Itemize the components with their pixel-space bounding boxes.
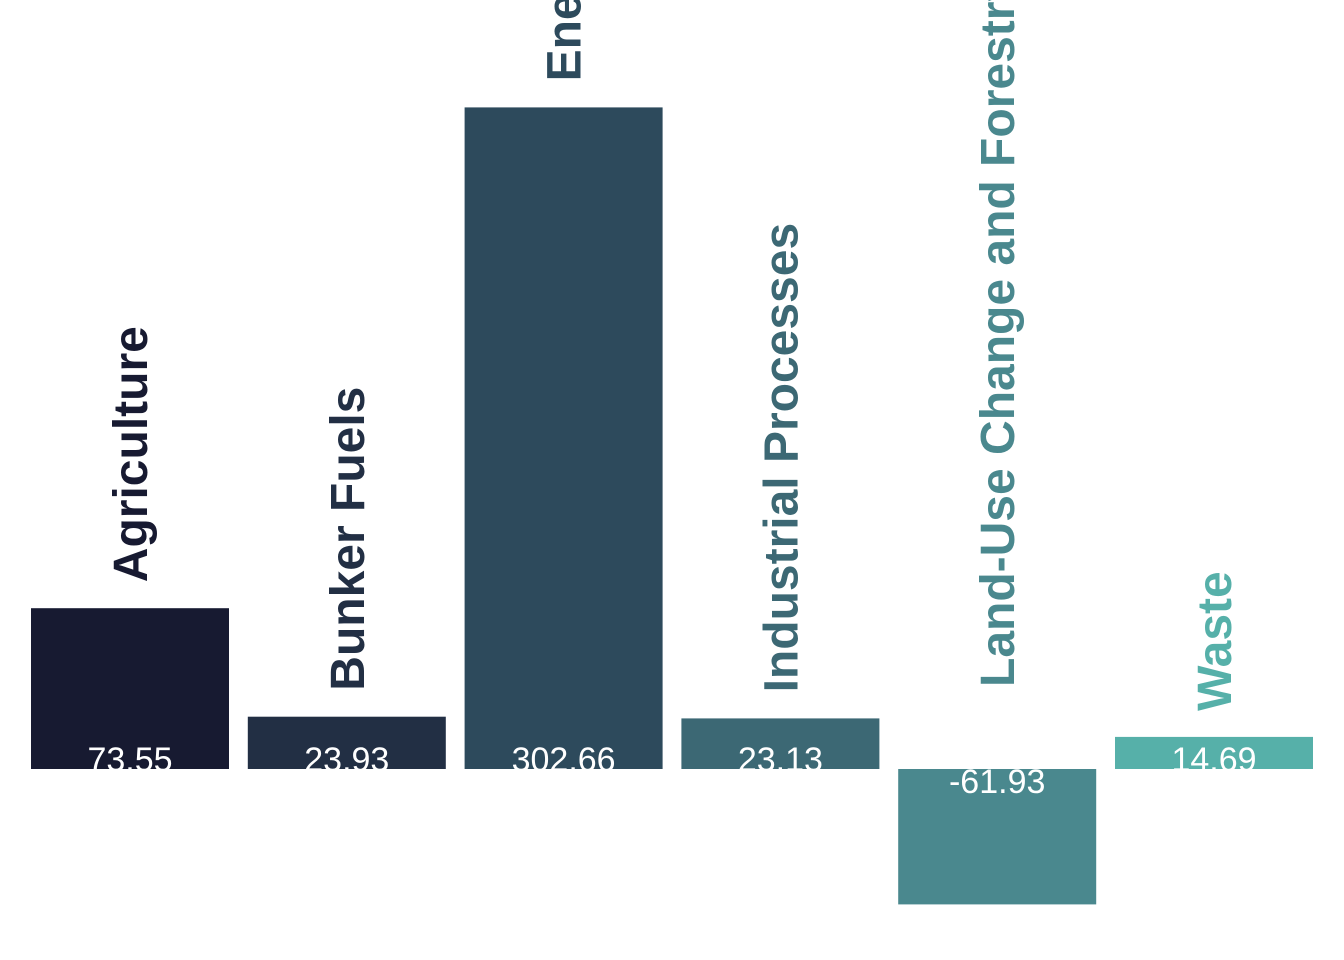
category-label-bunker-fuels: Bunker Fuels: [322, 387, 375, 691]
value-label-land-use-change-and-forestry: -61.93: [949, 763, 1045, 801]
bars-layer: [31, 107, 1313, 904]
category-label-land-use-change-and-forestry: Land-Use Change and Forestry: [972, 0, 1025, 687]
category-label-energy: Energy: [539, 0, 592, 81]
value-label-industrial-processes: 23.13: [738, 741, 823, 779]
value-label-bunker-fuels: 23.93: [304, 741, 389, 779]
value-label-energy: 302.66: [512, 741, 616, 779]
value-label-waste: 14.69: [1171, 741, 1256, 779]
category-label-agriculture: Agriculture: [105, 326, 158, 582]
category-labels-layer: Agriculture Bunker Fuels Energy Industrial …: [105, 0, 1242, 711]
value-label-agriculture: 73.55: [87, 741, 172, 779]
category-label-waste: Waste: [1189, 571, 1242, 711]
category-label-industrial-processes: Industrial Processes: [755, 223, 808, 693]
bar-energy: [465, 107, 663, 769]
